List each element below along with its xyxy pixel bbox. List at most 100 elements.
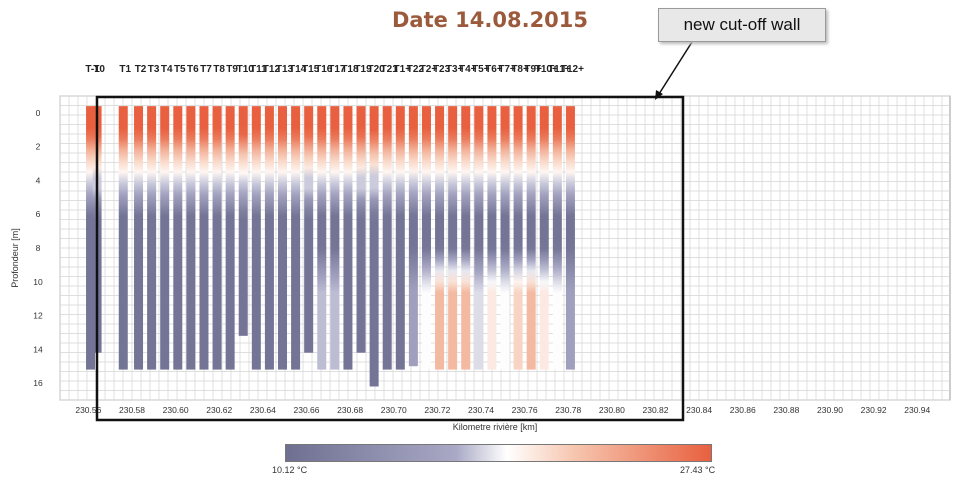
- profile-bar-T17: [330, 106, 340, 370]
- profile-label: T4+: [459, 64, 477, 75]
- profile-label: T14: [289, 64, 307, 75]
- y-axis-label: Profondeur [m]: [10, 228, 20, 288]
- profile-bar-T5: [173, 106, 183, 370]
- profile-bar-T19: [356, 106, 366, 353]
- profile-bar-T23: [435, 106, 445, 370]
- annotation-callout: new cut-off wall: [658, 8, 826, 42]
- x-tick-labels: 230.56 230.58 230.60 230.62 230.64 230.66 230.…: [75, 405, 930, 415]
- y-tick-label: 10: [33, 277, 43, 287]
- profile-label: T3+: [446, 64, 464, 75]
- profile-bar-T8: [212, 106, 222, 370]
- y-tick-label: 2: [36, 142, 41, 152]
- y-tick-label: 8: [36, 243, 41, 253]
- x-tick-label: 230.92: [861, 405, 887, 415]
- profile-bar-T21: [382, 106, 392, 370]
- x-axis-label: Kilometre rivière [km]: [453, 422, 538, 432]
- x-tick-label: 230.78: [555, 405, 581, 415]
- x-tick-label: 230.62: [206, 405, 232, 415]
- x-tick-label: 230.56: [75, 405, 101, 415]
- profile-label: T10+: [535, 64, 558, 75]
- profile-bar-T5+: [474, 106, 484, 370]
- profile-bar-T8+: [513, 106, 523, 370]
- profile-label: T11: [250, 64, 267, 75]
- profile-label: T16: [315, 64, 333, 75]
- profile-bar-T14: [291, 106, 301, 370]
- profile-label: T17: [328, 64, 346, 75]
- y-tick-labels: 0 2 4 6 8 10 12 14 16: [33, 108, 43, 388]
- profile-label: T4: [161, 64, 173, 75]
- x-tick-label: 230.72: [424, 405, 450, 415]
- profile-bar-T6: [186, 106, 196, 370]
- profile-label: T9+: [524, 64, 542, 75]
- x-tick-label: 230.68: [337, 405, 363, 415]
- profile-label: T-1: [85, 64, 100, 75]
- x-tick-label: 230.64: [250, 405, 276, 415]
- x-tick-label: 230.58: [119, 405, 145, 415]
- profile-label: T8+: [511, 64, 529, 75]
- profile-label: T7: [200, 64, 212, 75]
- callout-arrowhead: [655, 90, 663, 100]
- profile-label: T6+: [485, 64, 503, 75]
- profile-bar-T9+: [526, 106, 536, 370]
- profile-bar-T13: [278, 106, 287, 370]
- y-tick-label: 16: [33, 378, 43, 388]
- profile-bar-T-1: [86, 106, 96, 370]
- x-tick-label: 230.90: [817, 405, 843, 415]
- profile-label: T2: [135, 64, 147, 75]
- x-tick-label: 230.76: [512, 405, 538, 415]
- colorbar-max-label: 27.43 °C: [680, 465, 716, 475]
- profile-bar-T2: [134, 106, 144, 370]
- profile-label: T21: [381, 64, 399, 75]
- y-tick-label: 12: [33, 311, 43, 321]
- profile-label: T8: [213, 64, 225, 75]
- y-tick-label: 4: [36, 175, 41, 185]
- profile-bar-T16: [317, 106, 327, 370]
- profile-bar-T7: [199, 106, 209, 370]
- profile-label: T12: [263, 64, 281, 75]
- profile-bar-T3: [147, 106, 157, 370]
- profile-bar-T12+: [565, 106, 575, 370]
- x-tick-label: 230.82: [643, 405, 669, 415]
- profile-label: T1+: [394, 64, 412, 75]
- profile-label: T5+: [472, 64, 490, 75]
- profile-bar-T6+: [487, 106, 497, 370]
- x-tick-label: 230.88: [773, 405, 799, 415]
- x-tick-label: 230.84: [686, 405, 712, 415]
- profile-bar-T9: [225, 106, 235, 370]
- y-tick-label: 14: [33, 344, 43, 354]
- profile-bar-T22: [408, 106, 418, 367]
- profile-label: T22: [407, 64, 425, 75]
- profile-bar-T15: [304, 106, 314, 353]
- profile-bar-T2+: [421, 106, 431, 370]
- profile-bar-T3+: [448, 106, 458, 370]
- profile-label: T1: [119, 64, 131, 75]
- profile-label: T23: [433, 64, 451, 75]
- profile-label: T10: [237, 64, 255, 75]
- profile-label: T12+: [561, 64, 584, 75]
- profile-label: T0: [93, 64, 105, 75]
- profile-label: T6: [187, 64, 199, 75]
- colorbar: [285, 444, 712, 462]
- profile-label: T5: [174, 64, 186, 75]
- profile-label: T7+: [498, 64, 516, 75]
- x-tick-label: 230.94: [904, 405, 930, 415]
- profile-bar-T11+: [552, 106, 562, 370]
- y-tick-label: 6: [36, 209, 41, 219]
- profile-bar-T12: [264, 106, 274, 370]
- profile-label: T11+: [548, 64, 571, 75]
- chart-profiles: [86, 106, 575, 387]
- chart-title: Date 14.08.2015: [391, 8, 589, 32]
- x-tick-label: 230.66: [293, 405, 319, 415]
- profile-label: T2+: [420, 64, 438, 75]
- y-tick-label: 0: [36, 108, 41, 118]
- profile-label: T15: [302, 64, 320, 75]
- colorbar-min-label: 10.12 °C: [272, 465, 308, 475]
- profile-bar-T4: [160, 106, 170, 370]
- x-tick-label: 230.80: [599, 405, 625, 415]
- profile-label: T9: [226, 64, 238, 75]
- profile-label: T13: [276, 64, 294, 75]
- x-tick-label: 230.70: [381, 405, 407, 415]
- profile-bar-T4+: [461, 106, 471, 370]
- profile-labels: T-1T0 T1 T2 T3 T4 T5 T6 T7 T8 T9T10T11T12T13T14T1…: [85, 64, 584, 75]
